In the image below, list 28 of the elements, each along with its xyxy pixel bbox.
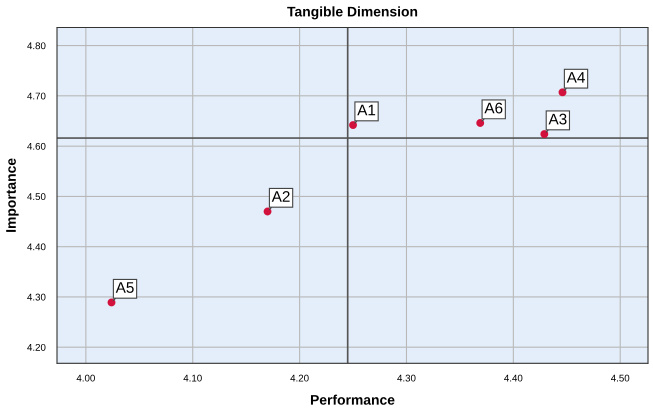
y-tick-label: 4.70: [27, 92, 46, 100]
y-tick-label: 4.20: [27, 344, 46, 351]
y-axis-title: Importance: [6, 158, 19, 232]
point: [540, 130, 548, 138]
x-tick-label: 4.50: [610, 374, 630, 382]
x-tick-label: 4.40: [504, 374, 522, 382]
y-tick-label: 4.50: [27, 193, 46, 200]
annotation: A5: [116, 282, 134, 293]
point: [108, 298, 116, 306]
y-tick-label: 4.80: [27, 42, 46, 50]
annotation: A3: [548, 114, 567, 124]
y-tick-label: 4.40: [27, 243, 46, 250]
chart-title: Tangible Dimension: [287, 6, 418, 20]
y-tick-label: 4.30: [27, 294, 46, 301]
x-axis-title: Performance: [310, 394, 394, 405]
y-tick-label: 4.60: [27, 142, 46, 150]
point: [558, 88, 566, 96]
x-tick-label: 4.00: [76, 374, 95, 382]
x-tick-label: 4.10: [183, 374, 202, 382]
point: [349, 121, 357, 129]
point: [264, 208, 272, 216]
annotation: A6: [484, 102, 502, 114]
annotation: A4: [566, 72, 585, 83]
annotation: A1: [357, 104, 376, 116]
annotation: A2: [272, 191, 290, 202]
x-tick-label: 4.30: [397, 374, 416, 382]
point: [476, 119, 484, 127]
x-tick-label: 4.20: [290, 374, 309, 382]
